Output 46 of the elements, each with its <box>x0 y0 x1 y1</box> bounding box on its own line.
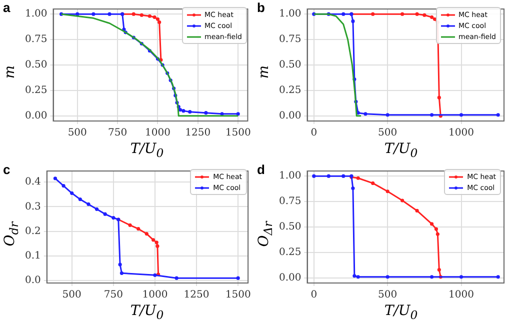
y-tick-label: 1.00 <box>279 8 302 20</box>
x-tick-label: 0 <box>310 128 318 139</box>
x-axis-title: T/U$_{0}$ <box>129 140 165 162</box>
x-tick-label: 750 <box>104 290 123 301</box>
x-tick-label: 500 <box>68 128 87 139</box>
y-tick-label: 0.50 <box>25 60 48 71</box>
x-tick-label: 1000 <box>448 290 474 301</box>
x-tick-label: 1500 <box>225 290 251 301</box>
x-axis-title: T/U$_{0}$ <box>383 302 419 324</box>
x-tick-label: 1000 <box>142 290 168 301</box>
y-tick-label: 0.3 <box>24 201 41 212</box>
y-tick-label: 0.75 <box>279 196 302 208</box>
y-tick-label: 0.00 <box>279 110 302 122</box>
x-tick-label: 1000 <box>448 128 474 139</box>
y-tick-label: 0.75 <box>25 34 48 46</box>
chart-title: b <box>257 0 265 15</box>
y-tick-label: 0.0 <box>24 275 41 286</box>
y-tick-label: 0.4 <box>24 176 41 188</box>
y-tick-label: 0.25 <box>279 247 302 258</box>
x-tick-label: 750 <box>108 128 128 139</box>
y-axis-title: m <box>2 65 18 79</box>
x-tick-label: 1500 <box>225 128 251 139</box>
x-tick-label: 1250 <box>184 290 210 301</box>
y-tick-label: 1.00 <box>25 8 48 20</box>
y-tick-label: 1.00 <box>279 170 302 182</box>
x-axis-title: T/U$_{0}$ <box>129 302 165 324</box>
y-tick-label: 0.75 <box>279 34 302 46</box>
y-tick-label: 0.1 <box>24 250 41 262</box>
x-tick-label: 0 <box>310 290 318 301</box>
x-tick-label: 1250 <box>185 128 211 139</box>
x-tick-label: 500 <box>62 290 82 301</box>
y-tick-label: 0.25 <box>279 85 302 96</box>
chart-title: d <box>257 162 265 177</box>
x-tick-label: 1000 <box>145 128 170 139</box>
x-axis-title: T/U$_{0}$ <box>383 140 419 162</box>
y-tick-label: 0.25 <box>25 85 48 96</box>
y-tick-label: 0.50 <box>279 222 302 233</box>
y-axis-title: m <box>256 65 272 79</box>
y-tick-label: 0.00 <box>279 272 302 284</box>
y-tick-label: 0.2 <box>24 226 41 237</box>
x-tick-label: 500 <box>378 128 398 139</box>
chart-title: c <box>3 162 10 177</box>
y-tick-label: 0.00 <box>25 110 48 122</box>
chart-title: a <box>3 0 10 15</box>
y-tick-label: 0.50 <box>279 60 302 71</box>
x-tick-label: 500 <box>378 290 398 301</box>
